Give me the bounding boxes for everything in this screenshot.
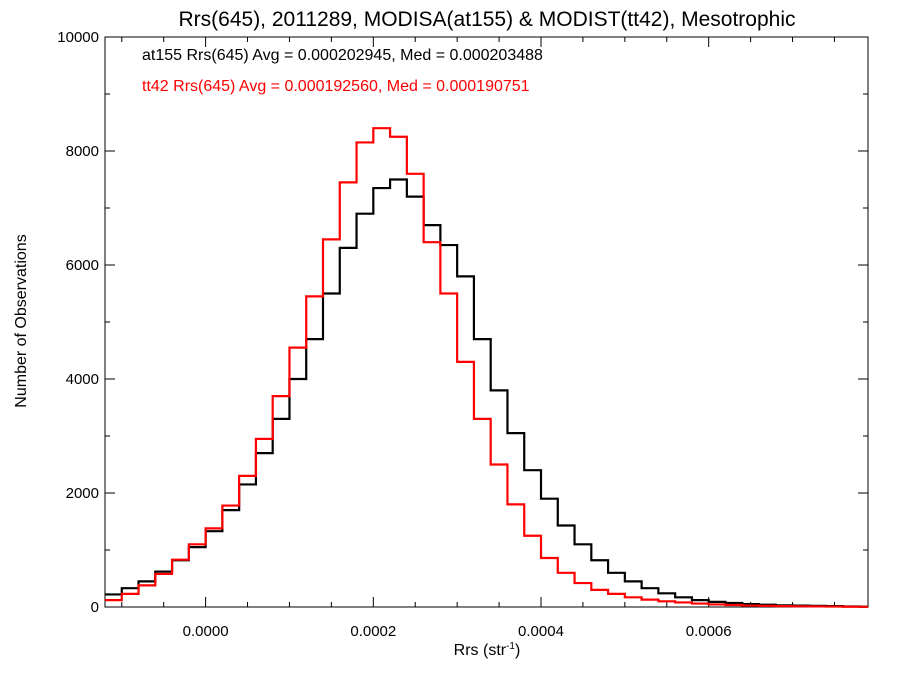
y-tick-label: 10000 [57, 29, 99, 46]
y-tick-label: 4000 [66, 371, 99, 388]
x-axis-label-close: ) [515, 642, 520, 659]
annotation-tt42-stats: tt42 Rrs(645) Avg = 0.000192560, Med = 0… [142, 78, 530, 95]
x-axis-label-superscript: -1 [506, 641, 515, 652]
y-tick-label: 0 [91, 599, 99, 616]
chart-title: Rrs(645), 2011289, MODISA(at155) & MODIS… [179, 8, 796, 31]
x-tick-label: 0.0004 [518, 623, 564, 640]
annotation-at155-stats: at155 Rrs(645) Avg = 0.000202945, Med = … [142, 47, 543, 64]
x-tick-label: 0.0002 [350, 623, 396, 640]
x-tick-label: 0.0000 [183, 623, 229, 640]
x-axis-label-main: Rrs (str [454, 642, 507, 659]
y-tick-label: 2000 [66, 485, 99, 502]
y-tick-label: 6000 [66, 257, 99, 274]
x-tick-label: 0.0006 [686, 623, 732, 640]
y-tick-label: 8000 [66, 143, 99, 160]
x-axis-label: Rrs (str-1) [454, 641, 521, 659]
series-line-tt42 [105, 127, 868, 608]
y-axis-label: Number of Observations [13, 234, 30, 407]
series-layer [105, 127, 868, 608]
